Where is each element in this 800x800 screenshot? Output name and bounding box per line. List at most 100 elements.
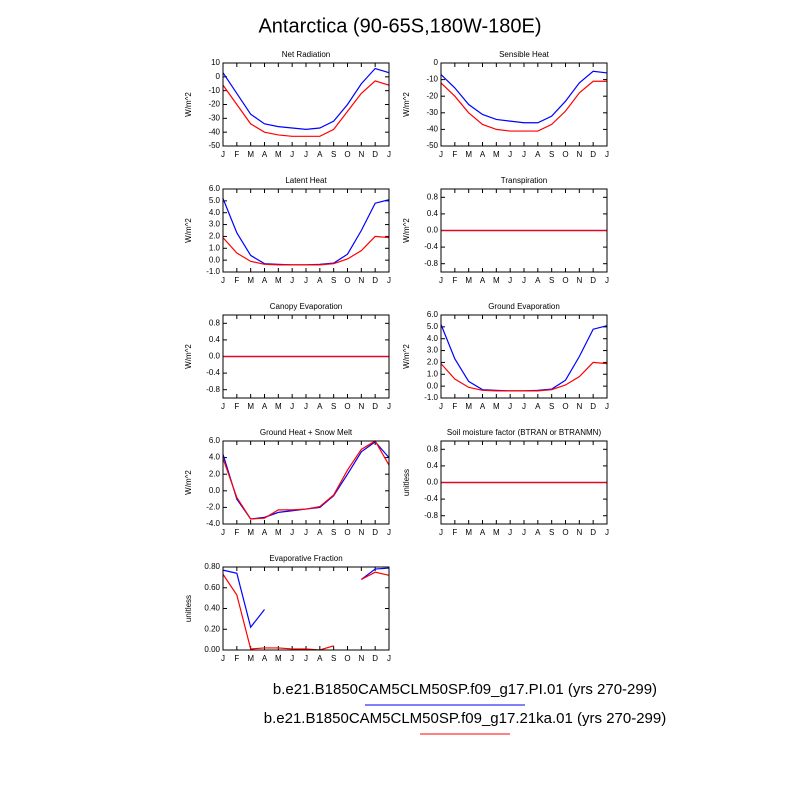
- y-axis-label: W/m^2: [402, 92, 411, 117]
- y-tick-label: 0.40: [204, 604, 220, 613]
- panel-title: Latent Heat: [285, 176, 327, 185]
- x-tick-label: D: [590, 402, 596, 411]
- panel-title: Transpiration: [501, 176, 547, 185]
- panel-title: Net Radiation: [282, 50, 330, 59]
- x-tick-label: J: [290, 528, 294, 537]
- x-tick-label: F: [452, 150, 457, 159]
- y-tick-label: -10: [426, 75, 438, 84]
- y-tick-label: 1.0: [427, 369, 439, 378]
- y-tick-label: -4.0: [206, 519, 220, 528]
- x-tick-label: O: [562, 150, 568, 159]
- x-tick-label: A: [535, 150, 541, 159]
- x-tick-label: N: [358, 528, 364, 537]
- figure-title: Antarctica (90-65S,180W-180E): [258, 15, 541, 37]
- x-tick-label: N: [358, 276, 364, 285]
- x-tick-label: M: [493, 528, 500, 537]
- x-tick-label: N: [358, 402, 364, 411]
- x-tick-label: J: [221, 276, 225, 285]
- x-tick-label: D: [372, 528, 378, 537]
- x-tick-label: M: [275, 528, 282, 537]
- y-tick-label: -0.8: [206, 385, 220, 394]
- panel-title: Soil moisture factor (BTRAN or BTRANMN): [447, 428, 602, 437]
- x-tick-label: D: [372, 150, 378, 159]
- x-tick-label: A: [480, 402, 486, 411]
- y-tick-label: 0.0: [427, 381, 439, 390]
- y-tick-label: 1.0: [209, 243, 221, 252]
- y-axis-label: W/m^2: [184, 470, 193, 495]
- x-tick-label: J: [522, 402, 526, 411]
- plot-frame: [440, 314, 608, 399]
- x-tick-label: M: [275, 402, 282, 411]
- y-tick-label: -30: [426, 108, 438, 117]
- series-line: [222, 441, 390, 520]
- x-tick-label: J: [439, 276, 443, 285]
- x-tick-label: S: [331, 402, 336, 411]
- x-tick-label: A: [480, 276, 486, 285]
- y-axis-label: W/m^2: [402, 218, 411, 243]
- series-line: [222, 198, 390, 266]
- y-tick-label: 6.0: [209, 184, 221, 193]
- x-tick-label: O: [344, 150, 350, 159]
- x-tick-label: M: [247, 528, 254, 537]
- x-tick-label: S: [331, 654, 336, 663]
- x-tick-label: M: [465, 276, 472, 285]
- x-tick-label: D: [372, 402, 378, 411]
- y-tick-label: -20: [426, 91, 438, 100]
- y-tick-label: 0.20: [204, 624, 220, 633]
- x-tick-label: J: [387, 528, 391, 537]
- y-tick-label: 6.0: [209, 436, 221, 445]
- series-line: [440, 80, 607, 132]
- x-tick-label: J: [221, 150, 225, 159]
- x-tick-label: S: [331, 528, 336, 537]
- x-tick-label: A: [480, 150, 486, 159]
- y-tick-label: 0.4: [209, 335, 221, 344]
- x-tick-label: F: [452, 402, 457, 411]
- panel-title: Sensible Heat: [499, 50, 550, 59]
- y-axis-label: W/m^2: [184, 218, 193, 243]
- y-tick-label: 0.4: [427, 209, 439, 218]
- legend-label: b.e21.B1850CAM5CLM50SP.f09_g17.PI.01 (yr…: [273, 681, 657, 698]
- y-tick-label: 3.0: [427, 346, 439, 355]
- x-tick-label: O: [344, 654, 350, 663]
- series-line: [440, 70, 608, 124]
- y-tick-label: 2.0: [209, 232, 221, 241]
- x-tick-label: J: [221, 654, 225, 663]
- x-tick-label: O: [562, 276, 568, 285]
- y-tick-label: -40: [208, 127, 220, 136]
- y-axis-label: unitless: [184, 595, 193, 622]
- y-tick-label: -1.0: [206, 267, 220, 276]
- x-tick-label: O: [344, 528, 350, 537]
- y-tick-label: 0.0: [427, 226, 439, 235]
- plot-frame: [222, 440, 390, 525]
- x-tick-label: F: [234, 276, 239, 285]
- x-tick-label: J: [605, 528, 609, 537]
- x-tick-label: J: [605, 150, 609, 159]
- x-tick-label: M: [247, 150, 254, 159]
- x-tick-label: J: [605, 276, 609, 285]
- x-tick-label: M: [275, 276, 282, 285]
- x-tick-label: N: [576, 276, 582, 285]
- x-tick-label: A: [317, 276, 323, 285]
- y-tick-label: -0.8: [424, 259, 438, 268]
- x-tick-label: J: [304, 402, 308, 411]
- series-line: [222, 567, 390, 629]
- x-tick-label: O: [562, 402, 568, 411]
- y-tick-label: 5.0: [209, 196, 221, 205]
- x-tick-label: A: [535, 402, 541, 411]
- y-tick-label: 0.80: [204, 562, 220, 571]
- series-line: [222, 440, 390, 520]
- y-tick-label: 0.60: [204, 583, 220, 592]
- panel-title: Ground Heat + Snow Melt: [260, 428, 353, 437]
- x-tick-label: D: [590, 276, 596, 285]
- x-tick-label: D: [372, 654, 378, 663]
- series-line: [222, 80, 390, 137]
- y-tick-label: 0.0: [209, 255, 221, 264]
- y-axis-label: W/m^2: [184, 344, 193, 369]
- x-tick-label: M: [465, 150, 472, 159]
- y-tick-label: 10: [211, 58, 220, 67]
- x-tick-label: A: [262, 276, 268, 285]
- y-tick-label: -50: [208, 141, 220, 150]
- x-tick-label: J: [304, 276, 308, 285]
- panel-title: Canopy Evaporation: [270, 302, 343, 311]
